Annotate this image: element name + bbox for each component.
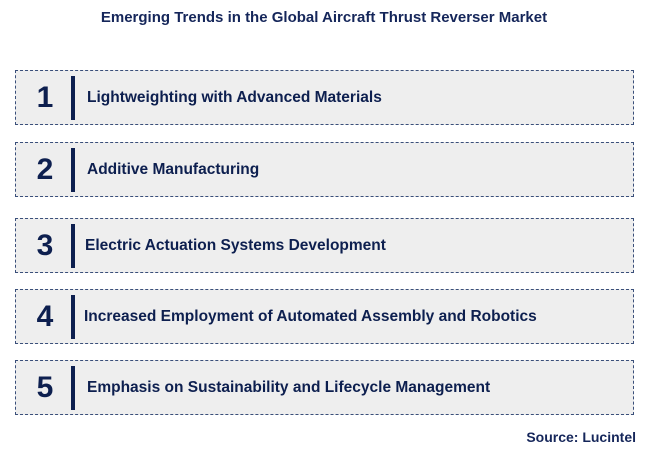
trend-number: 1 (36, 80, 54, 114)
page-title: Emerging Trends in the Global Aircraft T… (100, 9, 548, 26)
trend-number: 3 (36, 228, 54, 262)
trend-item-1: 1 Lightweighting with Advanced Materials (15, 70, 634, 125)
trend-number: 2 (36, 152, 54, 186)
trend-divider (71, 295, 75, 339)
trend-number: 4 (36, 299, 54, 333)
trend-number: 5 (36, 370, 54, 404)
trend-item-4: 4 Increased Employment of Automated Asse… (15, 289, 634, 344)
trend-label: Electric Actuation Systems Development (85, 236, 386, 254)
trend-divider (71, 148, 75, 192)
trend-label: Lightweighting with Advanced Materials (87, 88, 382, 106)
trend-label: Additive Manufacturing (87, 160, 260, 178)
trend-label: Increased Employment of Automated Assemb… (84, 307, 537, 325)
trend-divider (71, 366, 75, 410)
trend-divider (71, 224, 75, 268)
trend-label: Emphasis on Sustainability and Lifecycle… (87, 378, 491, 396)
trend-item-2: 2 Additive Manufacturing (15, 142, 634, 197)
trend-item-5: 5 Emphasis on Sustainability and Lifecyc… (15, 360, 634, 415)
trend-divider (71, 76, 75, 120)
trend-item-3: 3 Electric Actuation Systems Development (15, 218, 634, 273)
source-credit: Source: Lucintel (526, 429, 636, 445)
